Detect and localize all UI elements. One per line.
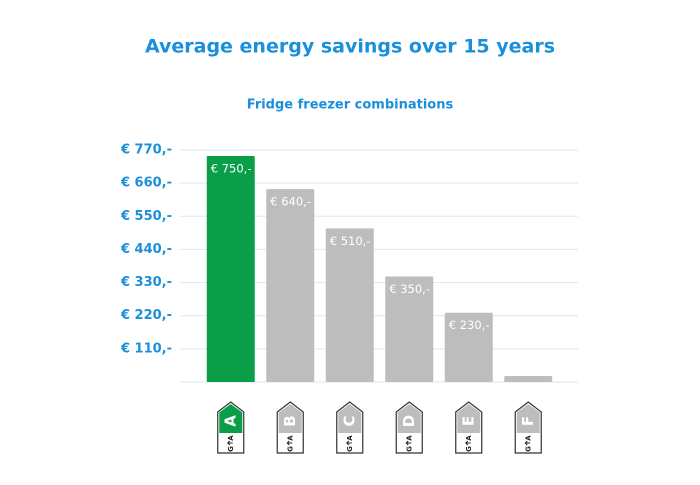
badge-arrow: [465, 440, 471, 446]
value-label: € 230,-: [449, 318, 490, 332]
x-tick-label: A: [221, 415, 239, 427]
badge-range-top: A: [524, 435, 532, 441]
badge-range-top: A: [465, 435, 473, 441]
value-label: € 640,-: [270, 195, 311, 209]
x-tick-label: E: [459, 416, 477, 426]
badge-range-bottom: G: [465, 446, 473, 452]
badge-range-bottom: G: [346, 446, 354, 452]
bar: [266, 189, 315, 382]
x-tick-label: F: [519, 416, 537, 426]
value-label: € 350,-: [389, 282, 430, 296]
badge-range-bottom: G: [405, 446, 413, 452]
badge-fill: [516, 404, 540, 433]
badge-range-bottom: G: [227, 446, 235, 452]
chart-title: Average energy savings over 15 years: [145, 36, 555, 58]
badge-fill: [457, 404, 481, 433]
bar: [385, 276, 434, 382]
chart-subtitle: Fridge freezer combinations: [247, 98, 454, 113]
badge-arrow: [524, 440, 531, 446]
badge-range-top: A: [286, 435, 294, 441]
badge-range-bottom: G: [524, 446, 532, 452]
badge-range-top: A: [346, 435, 354, 441]
y-tick-label: € 110,-: [120, 341, 172, 356]
badge-arrow: [286, 440, 293, 446]
x-tick-label: C: [340, 415, 358, 426]
value-label: € 510,-: [330, 234, 371, 248]
y-tick-label: € 770,-: [120, 143, 172, 158]
badge-range-top: A: [227, 435, 235, 441]
bar: [325, 228, 374, 382]
badge-arrow: [405, 440, 412, 446]
y-tick-label: € 220,-: [120, 308, 172, 323]
badge-fill: [397, 404, 421, 433]
badge-fill: [338, 404, 362, 433]
y-tick-label: € 660,-: [120, 176, 172, 191]
bar: [504, 375, 553, 382]
badge-fill: [278, 404, 302, 433]
y-tick-label: € 330,-: [120, 275, 172, 290]
bar: [444, 312, 493, 382]
x-tick-label: B: [281, 415, 299, 426]
badge-range-top: A: [405, 435, 413, 441]
value-label: € 750,-: [211, 162, 252, 176]
badge-fill: [219, 404, 243, 433]
badge-range-bottom: G: [286, 446, 294, 452]
y-tick-label: € 550,-: [120, 209, 172, 224]
bar: [206, 156, 255, 382]
x-tick-label: D: [400, 415, 418, 427]
badge-arrow: [227, 440, 233, 446]
y-tick-label: € 440,-: [120, 242, 172, 257]
badge-arrow: [346, 440, 352, 446]
